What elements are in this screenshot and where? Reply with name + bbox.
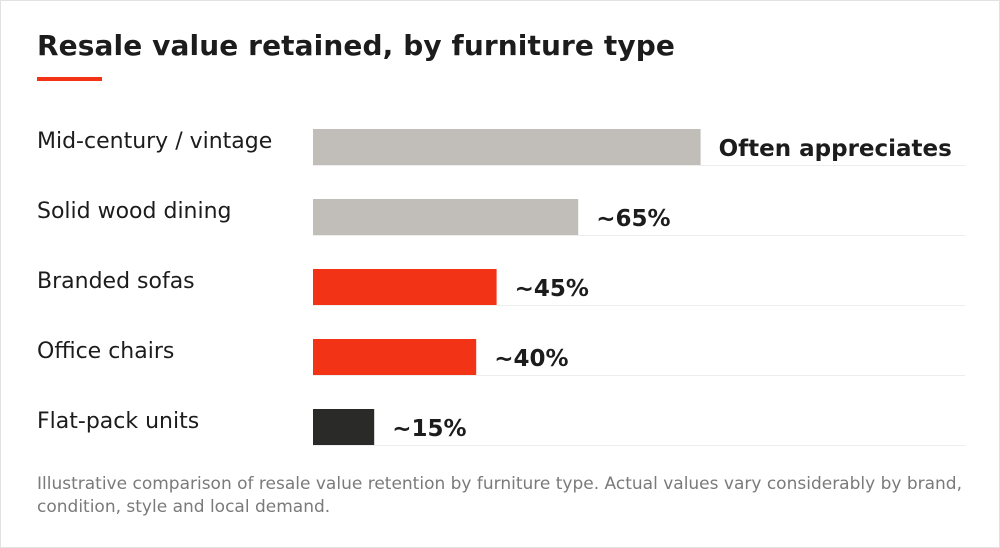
bar bbox=[313, 199, 579, 235]
category-label: Office chairs bbox=[37, 339, 175, 364]
bar bbox=[313, 409, 375, 445]
bar bbox=[313, 129, 701, 165]
category-label: Solid wood dining bbox=[37, 199, 232, 224]
value-label: ~65% bbox=[596, 206, 670, 232]
bar bbox=[313, 339, 477, 375]
footnote: Illustrative comparison of resale value … bbox=[37, 474, 962, 517]
bar bbox=[313, 269, 497, 305]
category-label: Flat-pack units bbox=[37, 409, 200, 434]
category-label: Branded sofas bbox=[37, 269, 195, 294]
value-label: ~15% bbox=[392, 416, 466, 442]
value-label: Often appreciates bbox=[719, 136, 952, 162]
chart-title: Resale value retained, by furniture type bbox=[37, 29, 675, 62]
value-label: ~45% bbox=[515, 276, 589, 302]
value-label: ~40% bbox=[494, 346, 568, 372]
category-label: Mid-century / vintage bbox=[37, 129, 273, 154]
title-accent-rule bbox=[37, 77, 102, 81]
